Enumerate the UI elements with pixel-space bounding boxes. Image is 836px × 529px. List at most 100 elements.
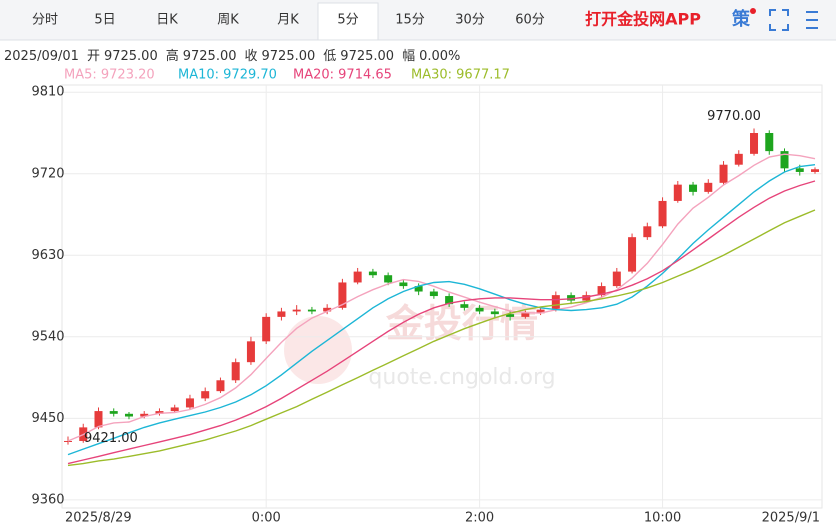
y-tick-label: 9810 — [31, 85, 64, 100]
legend-entry: MA5: 9723.20 — [64, 68, 155, 83]
menu-icon[interactable] — [806, 11, 818, 29]
x-tick-label: 0:00 — [252, 511, 281, 526]
x-tick-label: 2:00 — [465, 511, 494, 526]
candle-body — [765, 133, 774, 152]
candle-body — [536, 309, 545, 314]
candle-body — [597, 286, 606, 296]
candle-body — [567, 295, 576, 301]
tab[interactable]: 5分 — [337, 13, 358, 28]
info-label: 收 — [245, 49, 258, 64]
y-tick-label: 9720 — [31, 166, 64, 181]
tab[interactable]: 5日 — [94, 13, 115, 28]
candle-body — [750, 133, 759, 154]
fullscreen-icon[interactable] — [769, 9, 789, 31]
tab[interactable]: 分时 — [32, 13, 58, 28]
candle-body — [140, 413, 149, 417]
info-value: 9725.00 — [262, 49, 316, 64]
x-tick-label: 2025/9/1 — [762, 511, 820, 526]
x-tick-label: 2025/8/29 — [65, 511, 132, 526]
candle-body — [246, 341, 255, 363]
plot-frame — [61, 84, 823, 509]
tab[interactable]: 30分 — [455, 13, 485, 28]
tab[interactable]: 周K — [217, 13, 239, 28]
candle-body — [414, 286, 423, 292]
info-label: 幅 — [402, 49, 415, 64]
candle-body — [292, 309, 301, 312]
tab[interactable]: 日K — [156, 13, 178, 28]
toolbar — [0, 0, 836, 40]
candle-body — [201, 391, 210, 399]
info-value: 9725.00 — [104, 49, 158, 64]
candle-body — [262, 316, 271, 342]
y-tick-label: 9630 — [31, 248, 64, 263]
candle-body — [460, 304, 469, 308]
candle-body — [445, 296, 454, 305]
candle-body — [582, 295, 591, 301]
legend-entry: MA10: 9729.70 — [178, 68, 277, 83]
watermark-logo — [284, 316, 352, 384]
info-date: 2025/09/01 — [4, 49, 79, 64]
candle-body — [795, 168, 804, 172]
info-label: 高 — [166, 48, 179, 64]
candle-body — [643, 226, 652, 238]
candle-body — [185, 398, 194, 408]
legend-entry: MA30: 9677.17 — [411, 68, 510, 83]
candle-body — [704, 182, 713, 192]
watermark-url: quote.cngold.org — [368, 365, 555, 390]
candle-body — [689, 184, 698, 192]
tab[interactable]: 月K — [277, 13, 299, 28]
candle-body — [475, 307, 484, 312]
candle-body — [94, 411, 103, 428]
app-promo[interactable]: 打开金投网APP — [585, 10, 701, 29]
candle-body — [368, 271, 377, 276]
candle-body — [658, 200, 667, 227]
max-label: 9770.00 — [707, 109, 761, 124]
strategy-button[interactable]: 策 — [732, 8, 751, 30]
candle-body — [64, 440, 72, 442]
ma-line — [67, 164, 816, 456]
candle-body — [384, 275, 393, 283]
info-label: 开 — [87, 49, 100, 64]
ma-line — [67, 153, 816, 442]
candle-body — [811, 169, 819, 172]
candle-body — [338, 282, 347, 308]
candle-body — [277, 311, 286, 317]
candle-body — [323, 307, 332, 312]
candle-body — [353, 271, 362, 283]
candle-body — [673, 184, 682, 201]
candle-body — [612, 271, 621, 287]
candle-body — [734, 153, 743, 165]
candle-body — [231, 362, 240, 381]
candle-body — [109, 411, 118, 414]
y-tick-label: 9540 — [31, 329, 64, 344]
tab[interactable]: 15分 — [395, 13, 425, 28]
info-line: 2025/09/01 开 9725.00 高 9725.00 收 9725.00 低 9725.… — [4, 48, 460, 64]
notice-dot — [750, 8, 756, 14]
info-label: 低 — [323, 49, 336, 64]
candle-body — [124, 413, 133, 417]
y-tick-label: 9450 — [31, 411, 64, 426]
candle-body — [399, 282, 408, 287]
tab[interactable]: 60分 — [515, 13, 545, 28]
x-tick-label: 10:00 — [644, 511, 681, 526]
candle-body — [216, 380, 225, 392]
candle-body — [170, 407, 179, 412]
candle-body — [155, 411, 164, 414]
candle-body — [521, 313, 530, 317]
ma-line — [67, 209, 816, 467]
tab-active — [317, 2, 379, 41]
candle-body — [628, 237, 637, 272]
min-label: 9421.00 — [84, 431, 138, 446]
candle-body — [780, 151, 789, 169]
y-tick-label: 9360 — [31, 492, 64, 507]
info-value: 0.00% — [419, 49, 460, 64]
watermark-brand: 金投行情 — [385, 302, 538, 346]
info-value: 9725.00 — [183, 49, 237, 64]
candle-body — [719, 164, 728, 183]
legend-entry: MA20: 9714.65 — [293, 68, 392, 83]
ma-line — [67, 180, 816, 465]
info-value: 9725.00 — [340, 49, 394, 64]
candle-body — [429, 291, 438, 297]
